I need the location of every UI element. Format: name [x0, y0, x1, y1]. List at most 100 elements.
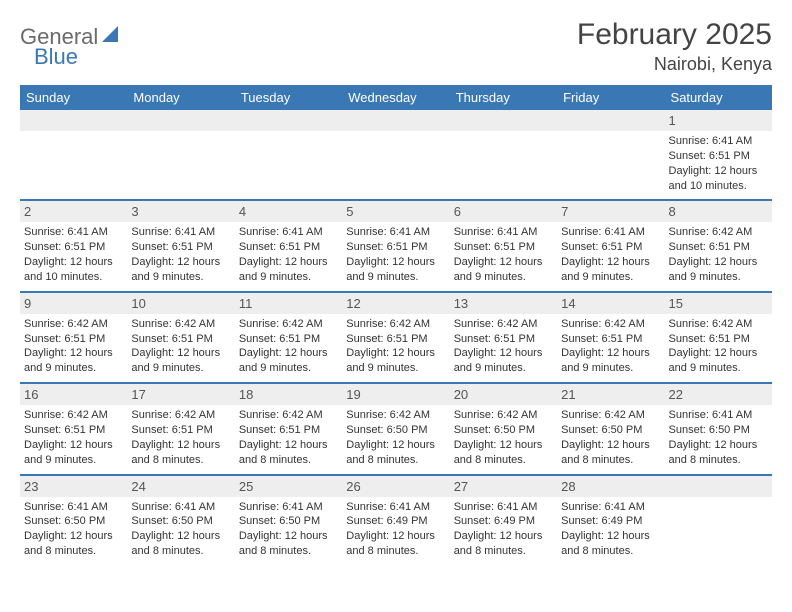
sunrise-text: Sunrise: 6:42 AM: [346, 408, 445, 423]
sunrise-text: Sunrise: 6:42 AM: [239, 408, 338, 423]
day-header-mon: Monday: [127, 85, 234, 110]
day-header-tue: Tuesday: [235, 85, 342, 110]
daylight-text: Daylight: 12 hours and 8 minutes.: [346, 529, 445, 559]
daylight-text: Daylight: 12 hours and 8 minutes.: [346, 438, 445, 468]
day-cell: 4Sunrise: 6:41 AMSunset: 6:51 PMDaylight…: [235, 200, 342, 291]
sunset-text: Sunset: 6:49 PM: [454, 514, 553, 529]
daylight-text: Daylight: 12 hours and 8 minutes.: [239, 529, 338, 559]
sunrise-text: Sunrise: 6:42 AM: [24, 408, 123, 423]
sunrise-text: Sunrise: 6:41 AM: [561, 225, 660, 240]
day-info: Sunrise: 6:41 AMSunset: 6:51 PMDaylight:…: [131, 225, 230, 284]
daylight-text: Daylight: 12 hours and 8 minutes.: [24, 529, 123, 559]
sunrise-text: Sunrise: 6:42 AM: [239, 317, 338, 332]
sunrise-text: Sunrise: 6:41 AM: [131, 500, 230, 515]
sunset-text: Sunset: 6:49 PM: [561, 514, 660, 529]
week-row: 23Sunrise: 6:41 AMSunset: 6:50 PMDayligh…: [20, 475, 772, 565]
sunset-text: Sunset: 6:51 PM: [561, 240, 660, 255]
day-cell: 22 Sunrise: 6:41 AMSunset: 6:50 PMDayligh…: [665, 383, 772, 474]
day-number: 6: [450, 201, 557, 222]
day-cell: 17Sunrise: 6:42 AMSunset: 6:51 PMDayligh…: [127, 383, 234, 474]
daylight-text: Daylight: 12 hours and 8 minutes.: [561, 438, 660, 468]
day-number: 9: [20, 293, 127, 314]
day-info: Sunrise: 6:42 AMSunset: 6:51 PMDaylight:…: [561, 317, 660, 376]
day-info: Sunrise: 6:42 AMSunset: 6:51 PMDaylight:…: [346, 317, 445, 376]
day-number: [665, 476, 772, 497]
day-number: [235, 110, 342, 131]
location-label: Nairobi, Kenya: [577, 54, 772, 75]
day-cell: 11Sunrise: 6:42 AMSunset: 6:51 PMDayligh…: [235, 292, 342, 383]
daylight-text: Daylight: 12 hours and 8 minutes.: [239, 438, 338, 468]
day-header-wed: Wednesday: [342, 85, 449, 110]
sunset-text: Sunset: 6:50 PM: [239, 514, 338, 529]
week-row: 1Sunrise: 6:41 AMSunset: 6:51 PMDaylight…: [20, 110, 772, 200]
day-cell: 6 Sunrise: 6:41 AMSunset: 6:51 PMDaylight…: [450, 200, 557, 291]
day-cell: 13 Sunrise: 6:42 AMSunset: 6:51 PMDayligh…: [450, 292, 557, 383]
daylight-text: Daylight: 12 hours and 8 minutes.: [454, 529, 553, 559]
daylight-text: Daylight: 12 hours and 9 minutes.: [561, 255, 660, 285]
sunrise-text: Sunrise: 6:41 AM: [239, 500, 338, 515]
sunrise-text: Sunrise: 6:42 AM: [131, 317, 230, 332]
day-info: Sunrise: 6:41 AMSunset: 6:51 PMDaylight:…: [454, 225, 553, 284]
day-cell: 19Sunrise: 6:42 AMSunset: 6:50 PMDayligh…: [342, 383, 449, 474]
day-number: 8: [665, 201, 772, 222]
day-cell: [557, 110, 664, 200]
daylight-text: Daylight: 12 hours and 9 minutes.: [346, 255, 445, 285]
sunrise-text: Sunrise: 6:41 AM: [239, 225, 338, 240]
calendar-table: Sunday Monday Tuesday Wednesday Thursday…: [20, 85, 772, 565]
day-number: 27: [450, 476, 557, 497]
sunset-text: Sunset: 6:51 PM: [346, 240, 445, 255]
day-cell: 23Sunrise: 6:41 AMSunset: 6:50 PMDayligh…: [20, 475, 127, 565]
day-info: Sunrise: 6:42 AMSunset: 6:50 PMDaylight:…: [561, 408, 660, 467]
day-cell: 14Sunrise: 6:42 AMSunset: 6:51 PMDayligh…: [557, 292, 664, 383]
day-header-fri: Friday: [557, 85, 664, 110]
day-number: [450, 110, 557, 131]
daylight-text: Daylight: 12 hours and 9 minutes.: [346, 346, 445, 376]
day-cell: [235, 110, 342, 200]
sunset-text: Sunset: 6:51 PM: [24, 332, 123, 347]
sunset-text: Sunset: 6:51 PM: [669, 149, 768, 164]
day-number: 21: [557, 384, 664, 405]
day-number: 3: [127, 201, 234, 222]
day-cell: 3 Sunrise: 6:41 AMSunset: 6:51 PMDaylight…: [127, 200, 234, 291]
daylight-text: Daylight: 12 hours and 9 minutes.: [561, 346, 660, 376]
day-cell: 1Sunrise: 6:41 AMSunset: 6:51 PMDaylight…: [665, 110, 772, 200]
day-cell: 27Sunrise: 6:41 AMSunset: 6:49 PMDayligh…: [450, 475, 557, 565]
daylight-text: Daylight: 12 hours and 9 minutes.: [24, 346, 123, 376]
sunrise-text: Sunrise: 6:41 AM: [669, 134, 768, 149]
sunrise-text: Sunrise: 6:42 AM: [669, 225, 768, 240]
day-cell: 28Sunrise: 6:41 AMSunset: 6:49 PMDayligh…: [557, 475, 664, 565]
day-cell: 20Sunrise: 6:42 AMSunset: 6:50 PMDayligh…: [450, 383, 557, 474]
day-number: 1: [665, 110, 772, 131]
day-info: Sunrise: 6:41 AMSunset: 6:50 PMDaylight:…: [239, 500, 338, 559]
day-info: Sunrise: 6:42 AMSunset: 6:51 PMDaylight:…: [669, 317, 768, 376]
daylight-text: Daylight: 12 hours and 9 minutes.: [669, 346, 768, 376]
day-number: [127, 110, 234, 131]
day-info: Sunrise: 6:41 AMSunset: 6:50 PMDaylight:…: [131, 500, 230, 559]
day-info: Sunrise: 6:41 AMSunset: 6:51 PMDaylight:…: [24, 225, 123, 284]
day-cell: 15Sunrise: 6:42 AMSunset: 6:51 PMDayligh…: [665, 292, 772, 383]
day-info: Sunrise: 6:42 AMSunset: 6:51 PMDaylight:…: [131, 317, 230, 376]
sunrise-text: Sunrise: 6:41 AM: [669, 408, 768, 423]
day-number: [342, 110, 449, 131]
day-info: Sunrise: 6:42 AMSunset: 6:51 PMDaylight:…: [131, 408, 230, 467]
sunset-text: Sunset: 6:51 PM: [669, 332, 768, 347]
day-number: 12: [342, 293, 449, 314]
day-header-thu: Thursday: [450, 85, 557, 110]
sunset-text: Sunset: 6:50 PM: [131, 514, 230, 529]
day-cell: 8Sunrise: 6:42 AMSunset: 6:51 PMDaylight…: [665, 200, 772, 291]
daylight-text: Daylight: 12 hours and 9 minutes.: [239, 346, 338, 376]
day-cell: 16Sunrise: 6:42 AMSunset: 6:51 PMDayligh…: [20, 383, 127, 474]
day-info: Sunrise: 6:42 AMSunset: 6:51 PMDaylight:…: [454, 317, 553, 376]
daylight-text: Daylight: 12 hours and 9 minutes.: [239, 255, 338, 285]
sunset-text: Sunset: 6:51 PM: [24, 423, 123, 438]
day-number: 22: [665, 384, 772, 405]
header: General February 2025 Nairobi, Kenya: [20, 18, 772, 75]
day-info: Sunrise: 6:41 AMSunset: 6:50 PMDaylight:…: [669, 408, 768, 467]
day-number: 13: [450, 293, 557, 314]
daylight-text: Daylight: 12 hours and 9 minutes.: [131, 346, 230, 376]
day-number: 16: [20, 384, 127, 405]
sunrise-text: Sunrise: 6:42 AM: [131, 408, 230, 423]
sunrise-text: Sunrise: 6:42 AM: [24, 317, 123, 332]
sunrise-text: Sunrise: 6:42 AM: [669, 317, 768, 332]
day-cell: [342, 110, 449, 200]
